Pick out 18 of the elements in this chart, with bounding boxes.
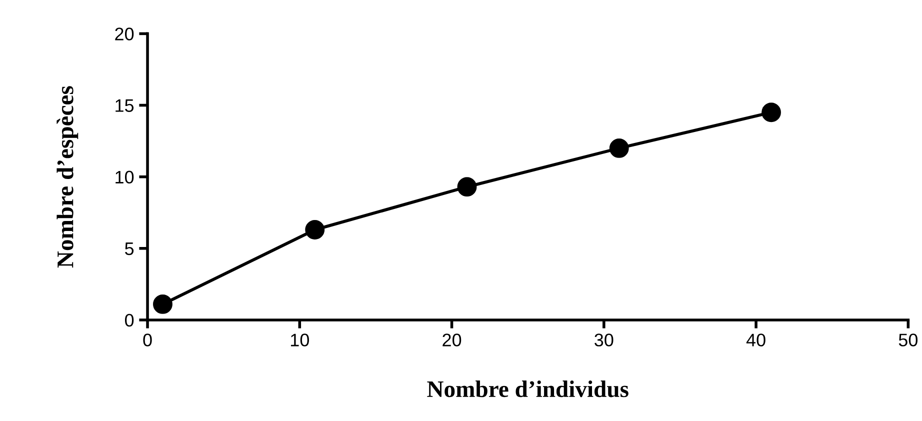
y-tick-label: 0 [124,314,134,327]
y-tick-label: 15 [116,99,134,112]
point [153,294,172,314]
x-tick-label: 40 [746,334,766,346]
x-tick-label: 30 [594,334,614,346]
point [762,102,781,122]
y-tick-label: 10 [116,170,134,184]
x-tick-label: 50 [898,334,918,346]
point [609,138,629,158]
point [457,177,477,197]
y-tick-label: 20 [115,28,134,40]
y-axis-title: Nombre d’espèces [56,86,78,268]
point [305,220,325,240]
x-tick-label: 10 [290,334,309,346]
y-tick-label: 5 [125,242,134,256]
x-tick-label: 20 [442,334,462,346]
x-tick-label: 0 [143,334,152,346]
x-axis-title: Nombre d’individus [427,380,628,398]
